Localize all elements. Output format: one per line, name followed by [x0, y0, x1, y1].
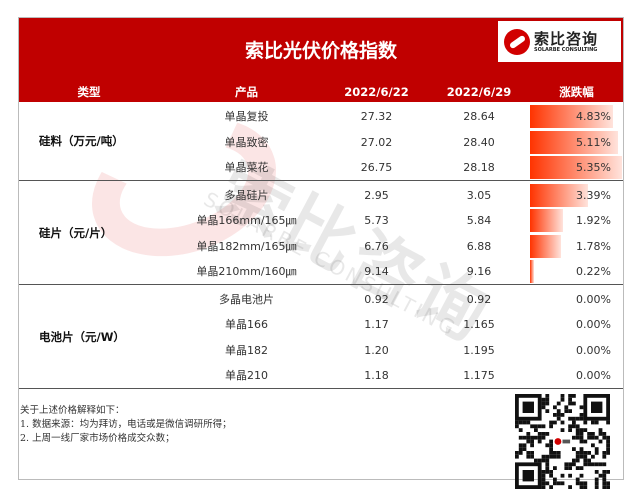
- table-row: 单晶182mm/165㎛ 6.76 6.88 1.78%: [19, 234, 623, 259]
- price-date2-cell: 6.88: [466, 239, 492, 253]
- product-cell: 单晶210: [225, 369, 268, 382]
- table-row: 单晶166mm/165㎛ 5.73 5.84 1.92%: [19, 208, 623, 233]
- table-row: 单晶菜花 26.75 28.18 5.35%: [19, 155, 623, 180]
- logo-cn: 索比咨询: [534, 29, 599, 48]
- group-label: 电池片（元/W）: [39, 329, 125, 344]
- page-title: 索比光伏价格指数: [244, 40, 397, 62]
- price-date2-cell: 9.16: [466, 265, 492, 278]
- price-date1-cell: 2.95: [364, 188, 389, 202]
- table-row: 单晶210mm/160㎛ 9.14 9.16 0.22%: [19, 259, 623, 284]
- price-date1-cell: 9.14: [364, 265, 389, 278]
- header-product: 产品: [235, 85, 258, 99]
- product-cell: 单晶166mm/165㎛: [196, 214, 297, 227]
- change-cell: 1.78%: [576, 239, 611, 253]
- price-date1-cell: 5.73: [364, 214, 389, 227]
- note-line: 2. 上周一线厂家市场价格成交众数；: [20, 433, 175, 444]
- price-date2-cell: 0.92: [466, 292, 492, 306]
- price-date2-cell: 28.40: [463, 135, 495, 149]
- table-header: 类型 产品 2022/6/22 2022/6/29 涨跌幅: [19, 83, 623, 102]
- change-bar: [530, 183, 589, 207]
- price-date2-cell: 1.165: [463, 318, 495, 331]
- price-date1-cell: 1.18: [364, 369, 389, 382]
- product-cell: 多晶硅片: [224, 188, 269, 202]
- price-date2-cell: 28.18: [463, 161, 495, 174]
- change-cell: 3.39%: [576, 188, 611, 202]
- table-row: 单晶复投 27.32 28.64 4.83%: [19, 104, 623, 129]
- change-cell: 1.92%: [576, 214, 611, 227]
- table-row: 多晶电池片 0.92 0.92 0.00%: [19, 287, 623, 312]
- qr-code: [515, 394, 610, 489]
- header-date1: 2022/6/22: [344, 85, 409, 99]
- solarbe-logo: 索比咨询 SOLARBE CONSULTING: [498, 21, 621, 62]
- note-line: 1. 数据来源：均为拜访，电话或是微信调研所得；: [20, 419, 232, 430]
- header-change: 涨跌幅: [559, 85, 594, 99]
- product-cell: 单晶182: [225, 343, 268, 357]
- change-bar: [530, 234, 561, 258]
- change-cell: 5.11%: [576, 135, 611, 149]
- group-divider: [19, 179, 623, 181]
- header-date2: 2022/6/29: [446, 85, 512, 99]
- product-cell: 单晶210mm/160㎛: [196, 265, 297, 278]
- price-date2-cell: 3.05: [466, 188, 492, 202]
- logo-en: SOLARBE CONSULTING: [534, 46, 598, 53]
- group-divider: [19, 283, 623, 285]
- price-date2-cell: 1.195: [463, 343, 495, 357]
- group-divider: [19, 387, 623, 389]
- title-bar: 索比光伏价格指数 索比咨询 SOLARBE CONSULTING: [19, 18, 623, 83]
- price-date1-cell: 6.76: [364, 239, 389, 253]
- change-cell: 0.00%: [576, 292, 611, 306]
- product-cell: 单晶复投: [224, 110, 269, 123]
- change-bar: [530, 105, 614, 128]
- table-row: 单晶210 1.18 1.175 0.00%: [19, 363, 623, 388]
- notes: 关于上述价格解释如下： 1. 数据来源：均为拜访，电话或是微信调研所得； 2. …: [20, 404, 232, 446]
- change-cell: 5.35%: [576, 161, 611, 174]
- price-date2-cell: 28.64: [463, 110, 495, 123]
- table-row: 多晶硅片 2.95 3.05 3.39%: [19, 183, 623, 208]
- price-date1-cell: 1.17: [364, 318, 389, 331]
- change-cell: 0.00%: [576, 318, 611, 331]
- change-bar: [530, 209, 563, 232]
- product-cell: 单晶182mm/165㎛: [196, 239, 297, 253]
- price-date1-cell: 27.32: [360, 110, 393, 123]
- product-cell: 单晶致密: [224, 135, 269, 149]
- logo-swoosh-icon: [504, 28, 530, 55]
- change-cell: 0.00%: [576, 343, 611, 357]
- change-bar: [530, 156, 622, 179]
- group-label: 硅片（元/片）: [39, 225, 113, 240]
- group-label: 硅料（万元/吨）: [39, 134, 124, 149]
- table-row: 单晶182 1.20 1.195 0.00%: [19, 338, 623, 363]
- price-date1-cell: 0.92: [364, 292, 389, 306]
- note-line: 关于上述价格解释如下：: [20, 405, 125, 416]
- header-type: 类型: [77, 85, 101, 99]
- product-cell: 单晶166: [225, 318, 268, 331]
- price-date1-cell: 26.75: [360, 161, 393, 174]
- change-bar: [530, 130, 618, 154]
- price-index-table: 索比光伏价格指数 索比咨询 SOLARBE CONSULTING 类型 产品 2…: [18, 17, 624, 489]
- price-date2-cell: 5.84: [466, 214, 492, 227]
- change-bar: [530, 260, 534, 283]
- change-cell: 0.22%: [576, 265, 611, 278]
- price-date1-cell: 27.02: [360, 135, 393, 149]
- change-cell: 0.00%: [576, 369, 611, 382]
- product-cell: 多晶电池片: [219, 292, 274, 306]
- table-row: 单晶166 1.17 1.165 0.00%: [19, 312, 623, 337]
- price-date1-cell: 1.20: [364, 343, 389, 357]
- price-date2-cell: 1.175: [463, 369, 495, 382]
- change-cell: 4.83%: [576, 110, 611, 123]
- product-cell: 单晶菜花: [224, 161, 269, 174]
- table-row: 单晶致密 27.02 28.40 5.11%: [19, 130, 623, 155]
